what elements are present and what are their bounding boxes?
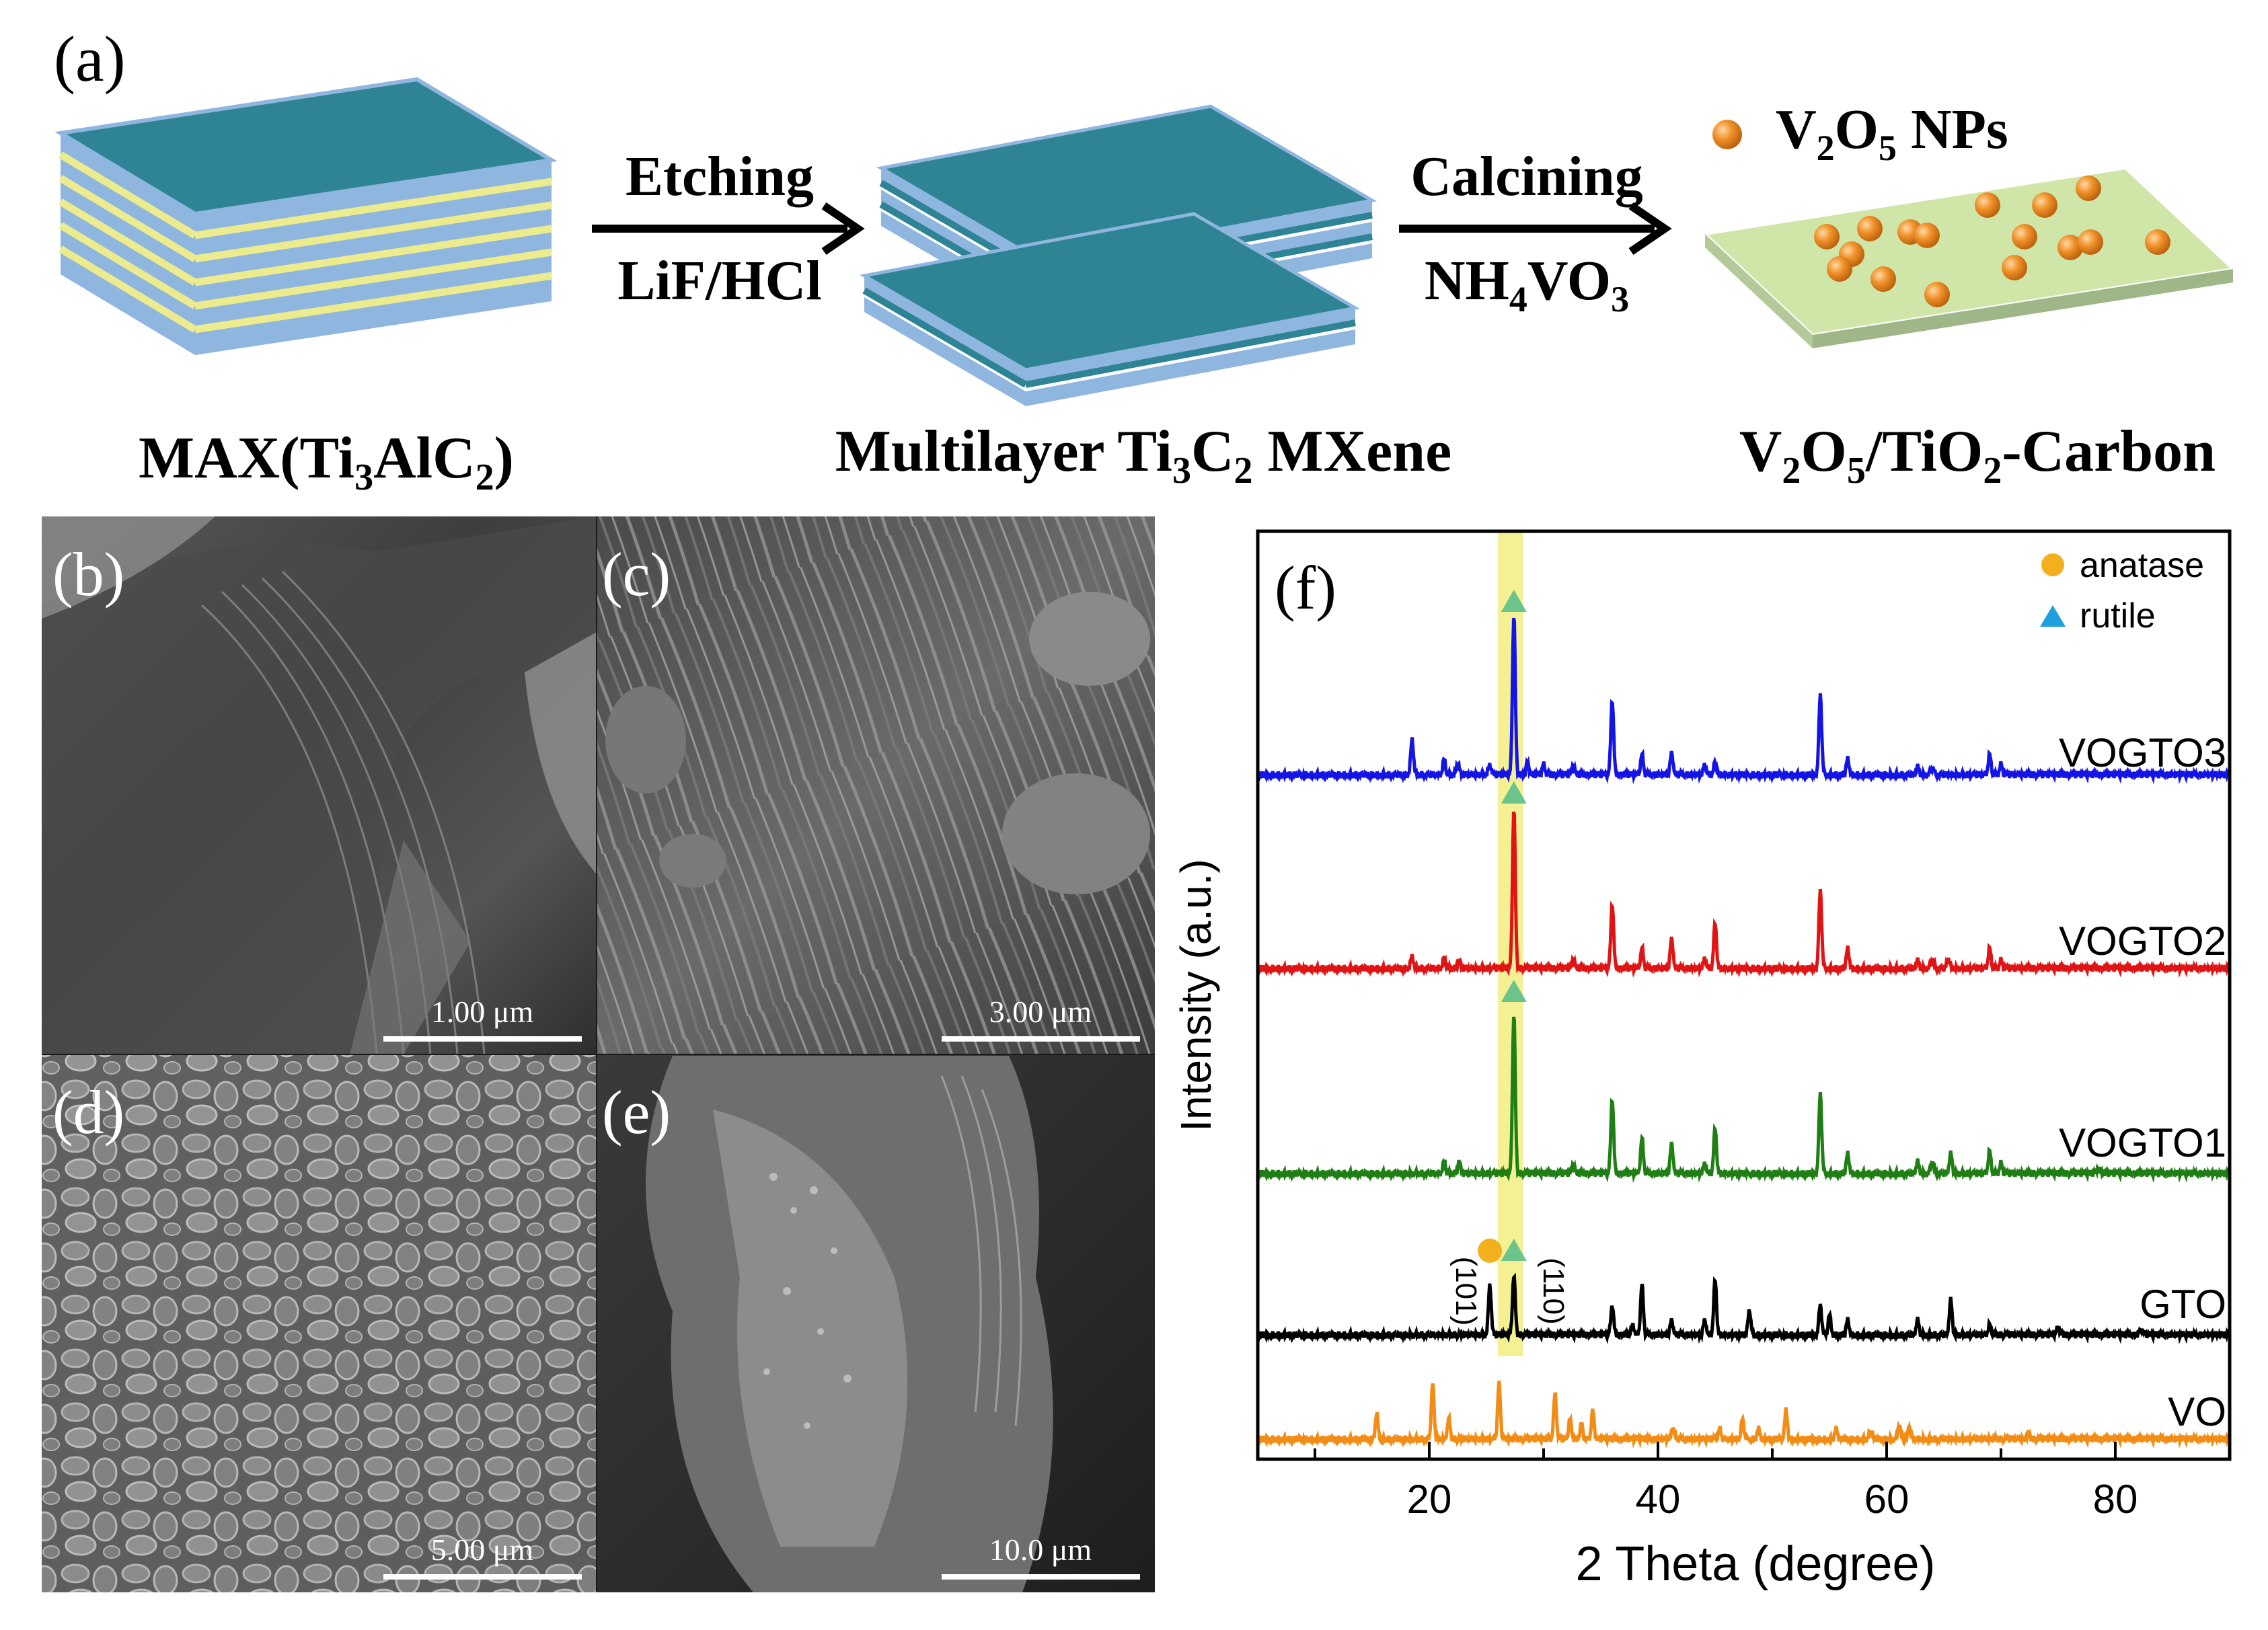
v2o5-substrate — [1702, 166, 2236, 348]
scale-bar-b: 1.00 μm — [383, 995, 582, 1042]
rutile-marker — [1501, 781, 1527, 804]
series-line-vo — [1256, 1381, 2231, 1449]
legend-rutile-icon — [2040, 605, 2066, 627]
rutile-marker — [1501, 980, 1527, 1002]
legend-anatase-label: anatase — [2080, 546, 2204, 585]
nh4vo3-label: NH4VO3 — [1425, 249, 1629, 319]
panel-label-a: (a) — [54, 23, 126, 95]
series-line-vogto1 — [1256, 1016, 2231, 1183]
v2o5-nanoparticles — [1814, 176, 2170, 307]
series-line-vogto3 — [1256, 617, 2231, 785]
annotation-110: (110) — [1537, 1257, 1570, 1324]
mxene-sheets — [859, 104, 1377, 406]
product-label: V2O5/TiO2-Carbon — [1739, 419, 2216, 492]
rutile-marker — [1501, 1239, 1527, 1261]
chart-legend: anatase rutile — [2040, 546, 2204, 635]
scale-bar-e: 10.0 μm — [942, 1532, 1140, 1580]
series-label-vogto3: VOGTO3 — [2059, 730, 2226, 775]
svg-text:5.00 μm: 5.00 μm — [431, 1532, 534, 1567]
series-label-vo: VO — [2168, 1389, 2226, 1434]
svg-text:10.0 μm: 10.0 μm — [989, 1532, 1092, 1567]
panel-label-c: (c) — [602, 540, 671, 609]
etching-arrow — [592, 202, 865, 255]
panel-label-f: (f) — [1275, 553, 1336, 622]
legend-rutile-label: rutile — [2080, 596, 2156, 635]
series-line-gto — [1256, 1272, 2231, 1345]
sem-image-d — [42, 1054, 597, 1592]
annotation-101: (101) — [1449, 1257, 1482, 1326]
xrd-chart: 20 40 60 80 (f) 2 Theta (degree) Intensity … — [1172, 529, 2232, 1591]
legend-nanoparticle-icon — [1712, 120, 1742, 149]
series-label-gto: GTO — [2140, 1282, 2226, 1327]
svg-text:1.00 μm: 1.00 μm — [431, 995, 534, 1029]
anatase-marker — [1478, 1239, 1503, 1263]
rutile-marker — [1501, 590, 1527, 612]
scale-bar-c: 3.00 μm — [942, 995, 1140, 1042]
x-tick-label: 80 — [2093, 1477, 2138, 1522]
series-line-vogto2 — [1256, 811, 2231, 978]
series-label-vogto1: VOGTO1 — [2059, 1120, 2226, 1165]
max-label: MAX(Ti3AlC2) — [139, 426, 514, 498]
panel-label-d: (d) — [52, 1078, 124, 1147]
x-tick-label: 40 — [1636, 1477, 1681, 1522]
calcining-arrow — [1399, 202, 1672, 255]
v2o5-nps-label: V2O5 NPs — [1776, 98, 2008, 168]
calcining-label: Calcining — [1410, 145, 1642, 208]
x-tick-label: 60 — [1864, 1477, 1910, 1522]
panel-label-b: (b) — [52, 540, 124, 609]
x-axis-title: 2 Theta (degree) — [1575, 1537, 1935, 1591]
panel-label-e: (e) — [602, 1078, 671, 1147]
svg-text:3.00 μm: 3.00 μm — [989, 995, 1092, 1029]
scale-bar-d: 5.00 μm — [383, 1532, 582, 1580]
sem-image-b — [42, 516, 597, 1055]
sem-image-c — [597, 516, 1155, 1054]
sem-image-e — [597, 1054, 1155, 1592]
mxene-label: Multilayer Ti3C2 MXene — [835, 419, 1451, 492]
max-layered-stack — [54, 77, 558, 355]
legend-anatase-icon — [2041, 553, 2064, 576]
y-axis-title: Intensity (a.u.) — [1172, 859, 1220, 1132]
x-tick-label: 20 — [1407, 1477, 1452, 1522]
series-label-vogto2: VOGTO2 — [2059, 919, 2226, 964]
etching-label: Etching — [626, 145, 814, 208]
plot-frame — [1256, 529, 2232, 1461]
lif-hcl-label: LiF/HCl — [617, 249, 821, 312]
